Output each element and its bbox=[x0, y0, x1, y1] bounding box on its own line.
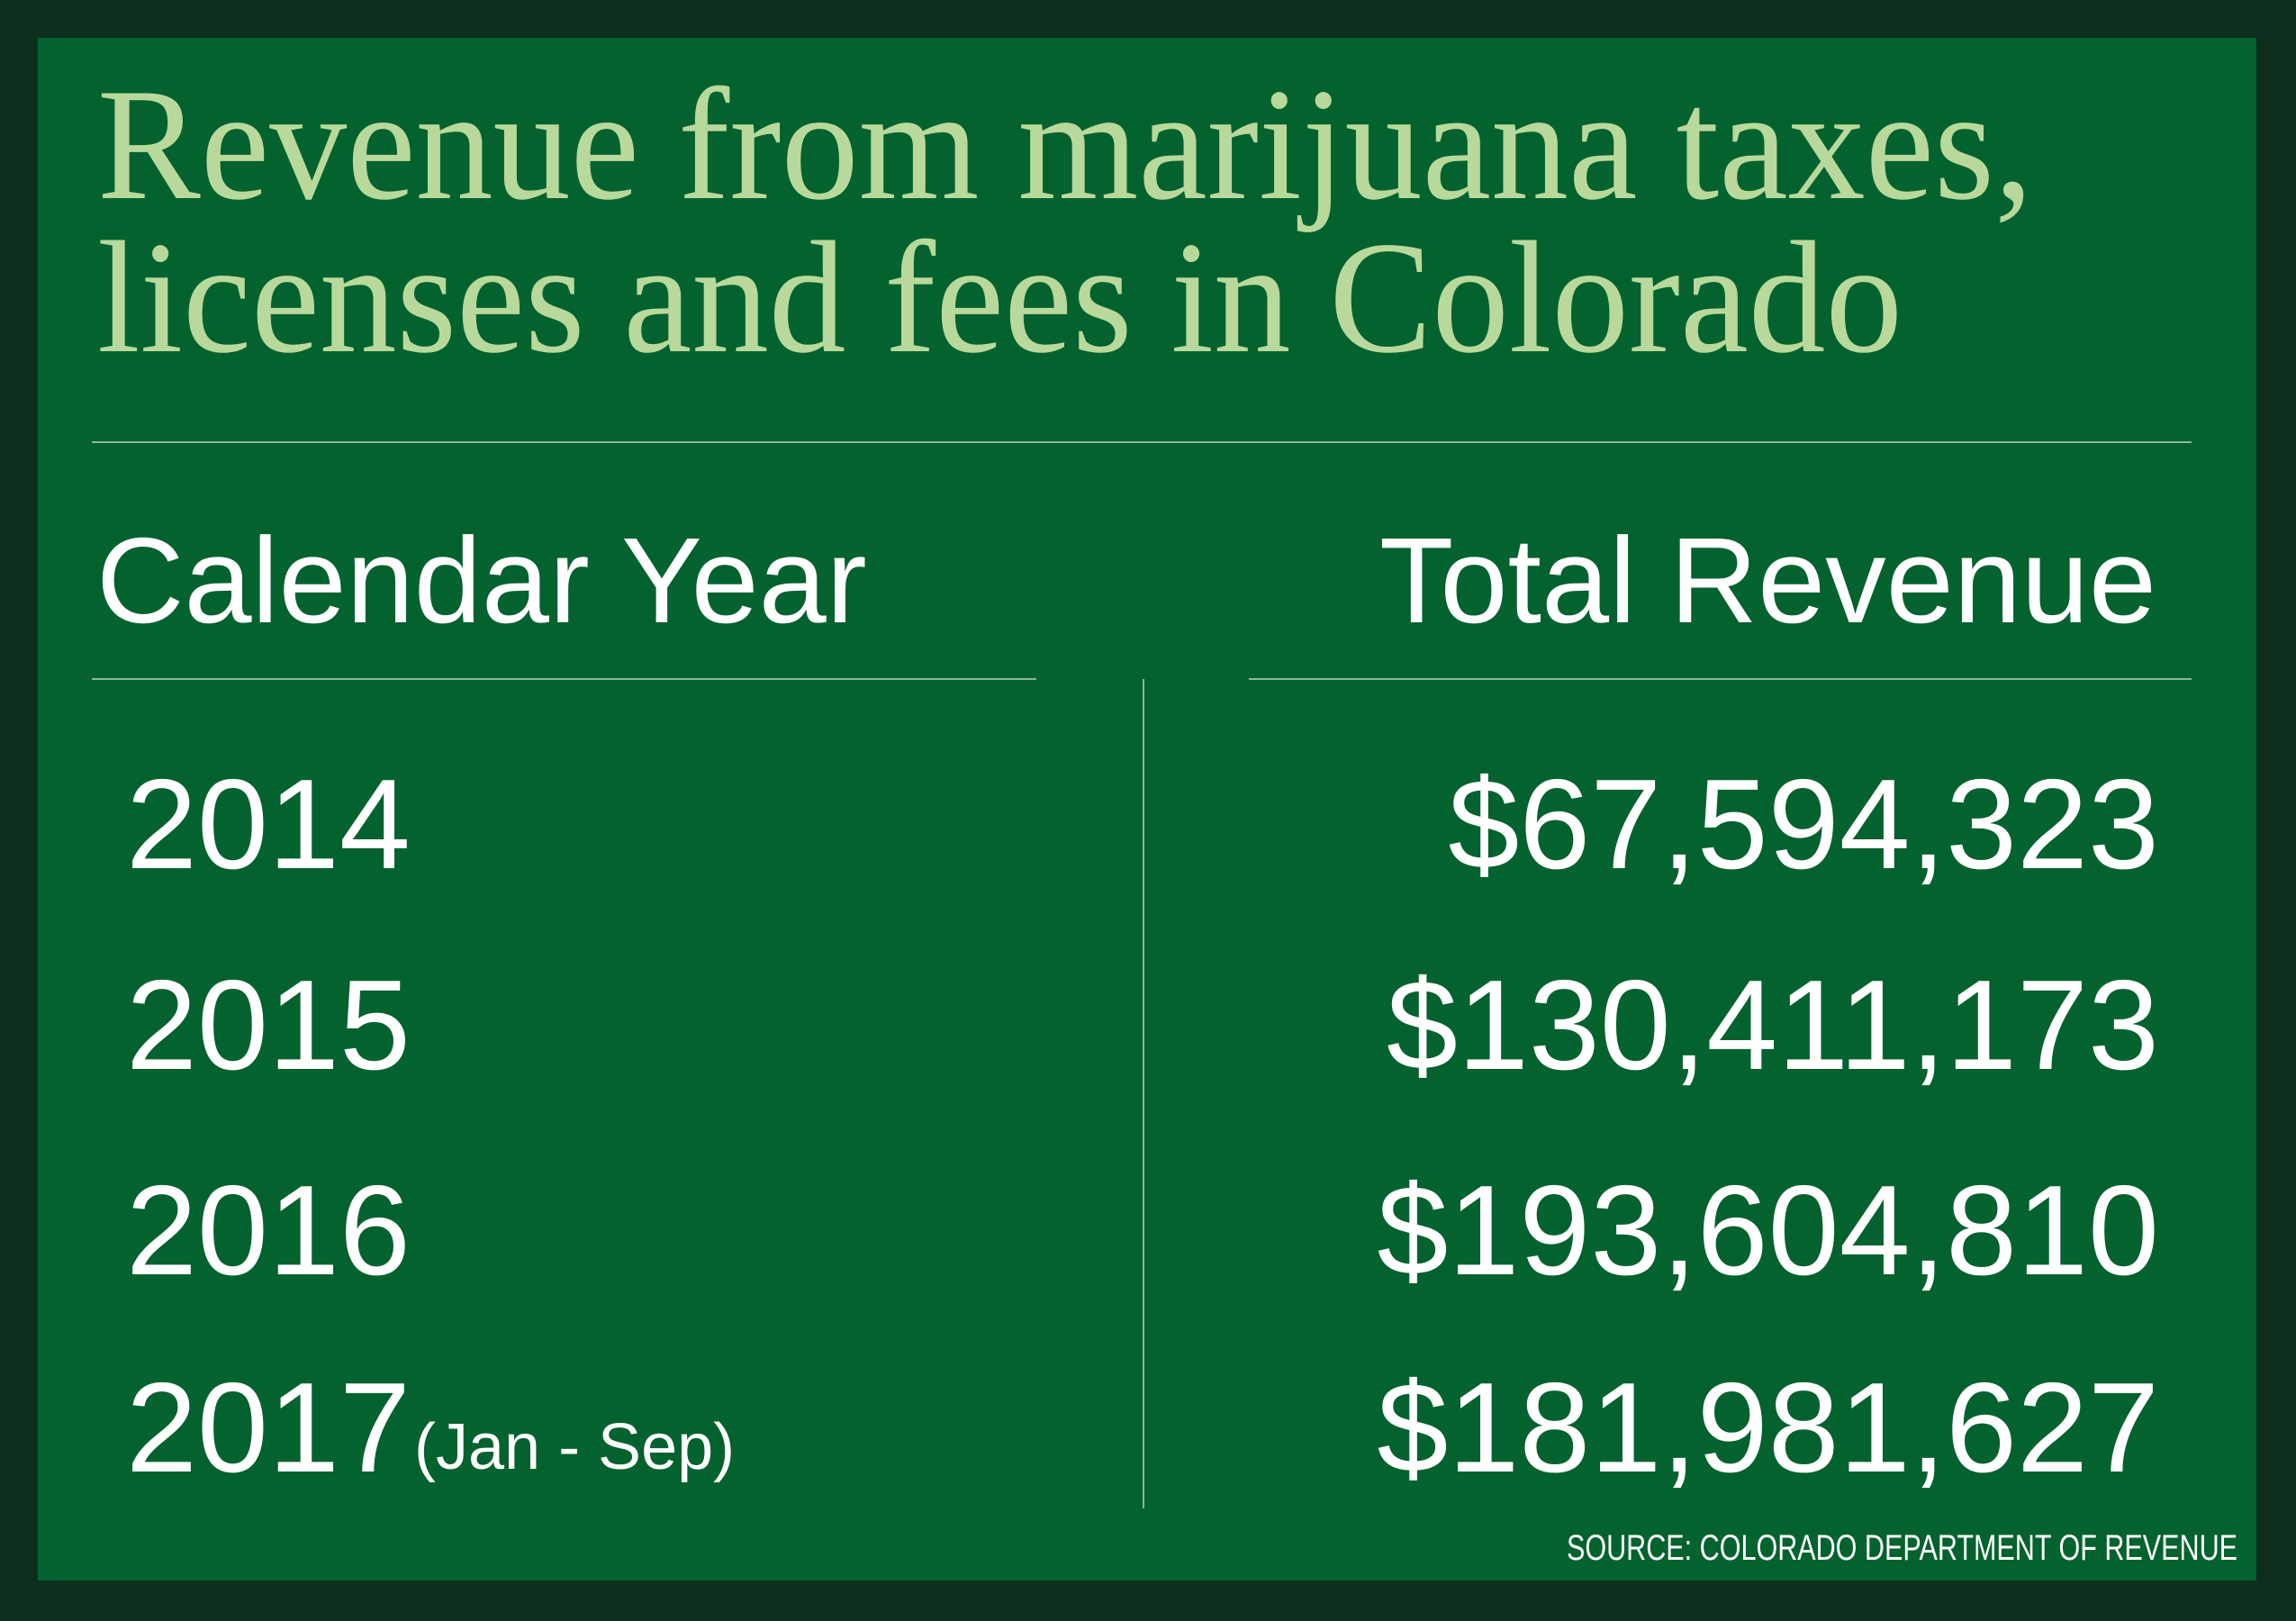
revenue: $130,411,173 bbox=[1387, 954, 2159, 1097]
panel bbox=[38, 38, 2256, 1580]
year: 2017 bbox=[126, 1356, 411, 1499]
year-note: (Jan - Sep) bbox=[414, 1411, 735, 1483]
year: 2015 bbox=[126, 954, 411, 1097]
year: 2014 bbox=[126, 753, 411, 896]
revenue: $193,604,810 bbox=[1377, 1159, 2159, 1302]
column-header: Calendar Year bbox=[96, 512, 867, 648]
column-header: Total Revenue bbox=[1379, 512, 2156, 648]
title-line: Revenue from marijuana taxes, bbox=[97, 55, 2033, 233]
year: 2016 bbox=[126, 1159, 411, 1302]
table-body: 2014 $67,594,323 2015 $130,411,173 2016 $193,… bbox=[126, 753, 2159, 1499]
revenue: $181,981,627 bbox=[1377, 1356, 2159, 1499]
title-line: licenses and fees in Colorado bbox=[97, 208, 1903, 386]
source: SOURCE: COLORADO DEPARTMENT OF REVENUE bbox=[1567, 1528, 2237, 1568]
revenue: $67,594,323 bbox=[1448, 753, 2159, 896]
